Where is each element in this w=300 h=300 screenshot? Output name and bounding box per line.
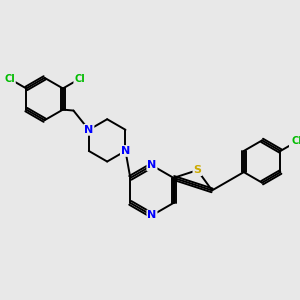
Text: N: N [84, 125, 94, 135]
Text: Cl: Cl [74, 74, 85, 84]
Text: Cl: Cl [4, 74, 15, 84]
Text: N: N [121, 146, 130, 156]
Text: N: N [147, 160, 157, 170]
Text: N: N [147, 210, 157, 220]
Text: S: S [194, 165, 201, 175]
Text: Cl: Cl [292, 136, 300, 146]
